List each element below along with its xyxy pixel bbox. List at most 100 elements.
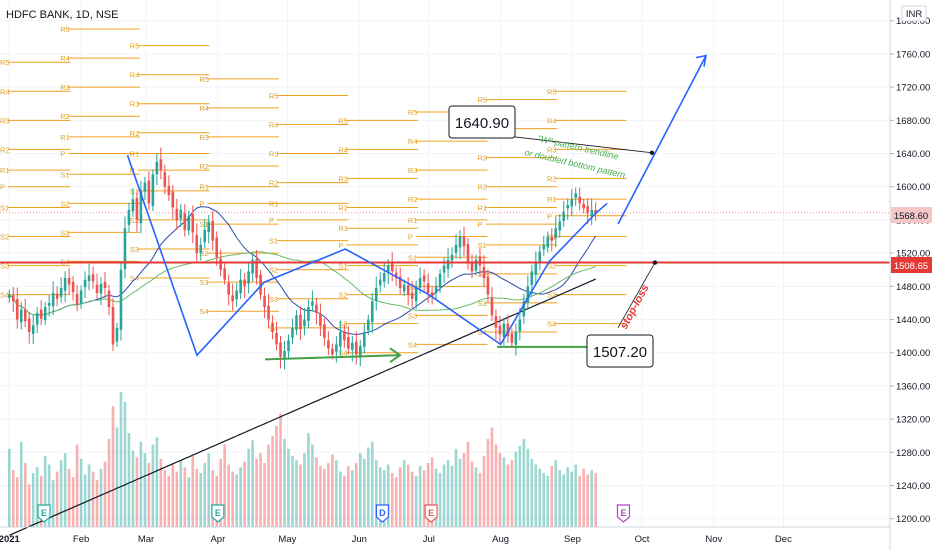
- pivot-label: P: [477, 220, 482, 229]
- pivot-label: S2: [338, 291, 347, 300]
- volume-bar: [231, 471, 234, 527]
- volume-bar: [263, 463, 266, 527]
- pivot-label: R3: [477, 154, 487, 163]
- y-tick-label: 1360.00: [896, 381, 930, 392]
- x-tick-label: Nov: [705, 534, 722, 545]
- pivot-label: R2: [547, 174, 557, 183]
- y-tick-label: 1480.00: [896, 282, 930, 293]
- candle-body: [462, 236, 466, 247]
- candle-body: [143, 182, 147, 192]
- volume-bar: [223, 444, 226, 527]
- volume-bar: [462, 453, 466, 527]
- pivot-label: R4: [0, 87, 10, 96]
- candle-body: [71, 282, 75, 293]
- volume-bar: [474, 467, 478, 527]
- currency-badge[interactable]: [901, 5, 927, 22]
- candle-body: [502, 323, 506, 338]
- target-pointer: [514, 136, 653, 154]
- volume-bar: [486, 438, 490, 527]
- volume-bar: [287, 448, 290, 527]
- candle-body: [91, 274, 95, 282]
- volume-bar: [398, 467, 402, 527]
- projection-arrowhead: [695, 54, 707, 67]
- x-tick-label: 2021: [0, 534, 21, 545]
- candle-body: [259, 274, 262, 295]
- pivot-label: S3: [130, 245, 139, 254]
- pivot-label: R4: [60, 54, 70, 63]
- moving-averages: [8, 206, 597, 536]
- volume-bar: [510, 460, 514, 527]
- volume-bar: [171, 464, 175, 527]
- pivot-label: S3: [338, 320, 347, 329]
- volume-bar: [167, 475, 171, 527]
- y-tick-label: 1280.00: [896, 448, 930, 459]
- pivot-label: S2: [199, 249, 208, 258]
- candle-body: [303, 319, 306, 327]
- pivot-label: S4: [199, 307, 208, 316]
- candle-body: [458, 236, 462, 248]
- w-pattern-line: [126, 154, 608, 357]
- bottom-pointer: [617, 262, 656, 329]
- volume-bar: [187, 477, 191, 527]
- y-tick-label: 1440.00: [896, 315, 930, 326]
- volume-bar: [327, 463, 330, 527]
- volume-bar: [23, 463, 27, 527]
- pivot-label: S3: [547, 291, 556, 300]
- candle-body: [15, 299, 19, 320]
- volume-bar: [422, 470, 426, 527]
- candle-body: [55, 293, 59, 299]
- candle-body: [87, 275, 91, 282]
- candle-body: [327, 340, 330, 349]
- price-axis[interactable]: 1200.00 1240.00 1280.00 1320.00 1360.00 1400.…: [890, 16, 930, 525]
- candle-body: [167, 186, 171, 196]
- volume-bar: [195, 468, 199, 527]
- y-tick-label: 1600.00: [896, 182, 930, 193]
- support-arrowhead-1: [389, 347, 402, 364]
- pivot-label: R3: [0, 116, 10, 125]
- volume-bar: [111, 406, 115, 527]
- candle-body: [494, 316, 498, 328]
- candle-body: [99, 283, 103, 294]
- volume-bar: [390, 473, 394, 527]
- pivot-levels: R5 R4 R3 R2 R1 P S1 S2 S3 S4 R5 R4 R3 R2 R1 P S1 S2 S3 S4 R5…: [0, 25, 627, 358]
- volume-bar: [199, 473, 203, 527]
- volume-bar: [430, 457, 434, 527]
- volume-bar: [374, 460, 378, 527]
- candle-body: [578, 196, 581, 204]
- volume-bar: [482, 455, 486, 527]
- pivot-label: S2: [547, 262, 556, 271]
- event-marker-label: E: [215, 508, 221, 518]
- candle-body: [426, 283, 430, 293]
- candle-body: [95, 284, 99, 293]
- volume-bar: [67, 468, 71, 527]
- volume-bar: [59, 460, 63, 527]
- candle-body: [394, 272, 398, 279]
- volume-bar: [450, 465, 454, 527]
- projection-arrow: [617, 55, 707, 225]
- volume-bar: [303, 453, 306, 527]
- volume-bar: [502, 457, 506, 527]
- volume-bar: [275, 426, 278, 527]
- candle-body: [211, 220, 215, 241]
- time-axis[interactable]: 2021 Feb Mar Apr May Jun Jul Aug Sep Oct Nov Dec: [0, 534, 792, 545]
- bottom-callout-text: 1507.20: [593, 344, 647, 361]
- candle-body: [7, 294, 11, 298]
- candle-body: [374, 287, 378, 302]
- pivot-label: R3: [269, 150, 279, 159]
- volume-bar: [335, 460, 338, 527]
- volume-bar: [478, 473, 482, 527]
- candle-body: [107, 290, 111, 308]
- volume-bar: [63, 453, 67, 527]
- pivot-label: S4: [547, 320, 556, 329]
- price-axis-panel: [890, 0, 932, 550]
- pivot-label: R1: [269, 199, 279, 208]
- volume-bar: [359, 453, 362, 527]
- candle-body: [223, 268, 226, 280]
- volume-bar: [51, 480, 55, 527]
- pivot-label: R4: [269, 120, 279, 129]
- volume-bar: [542, 473, 546, 527]
- pivot-label: R5: [60, 25, 70, 34]
- candle-body: [151, 174, 155, 206]
- event-marker-label: D: [379, 508, 386, 518]
